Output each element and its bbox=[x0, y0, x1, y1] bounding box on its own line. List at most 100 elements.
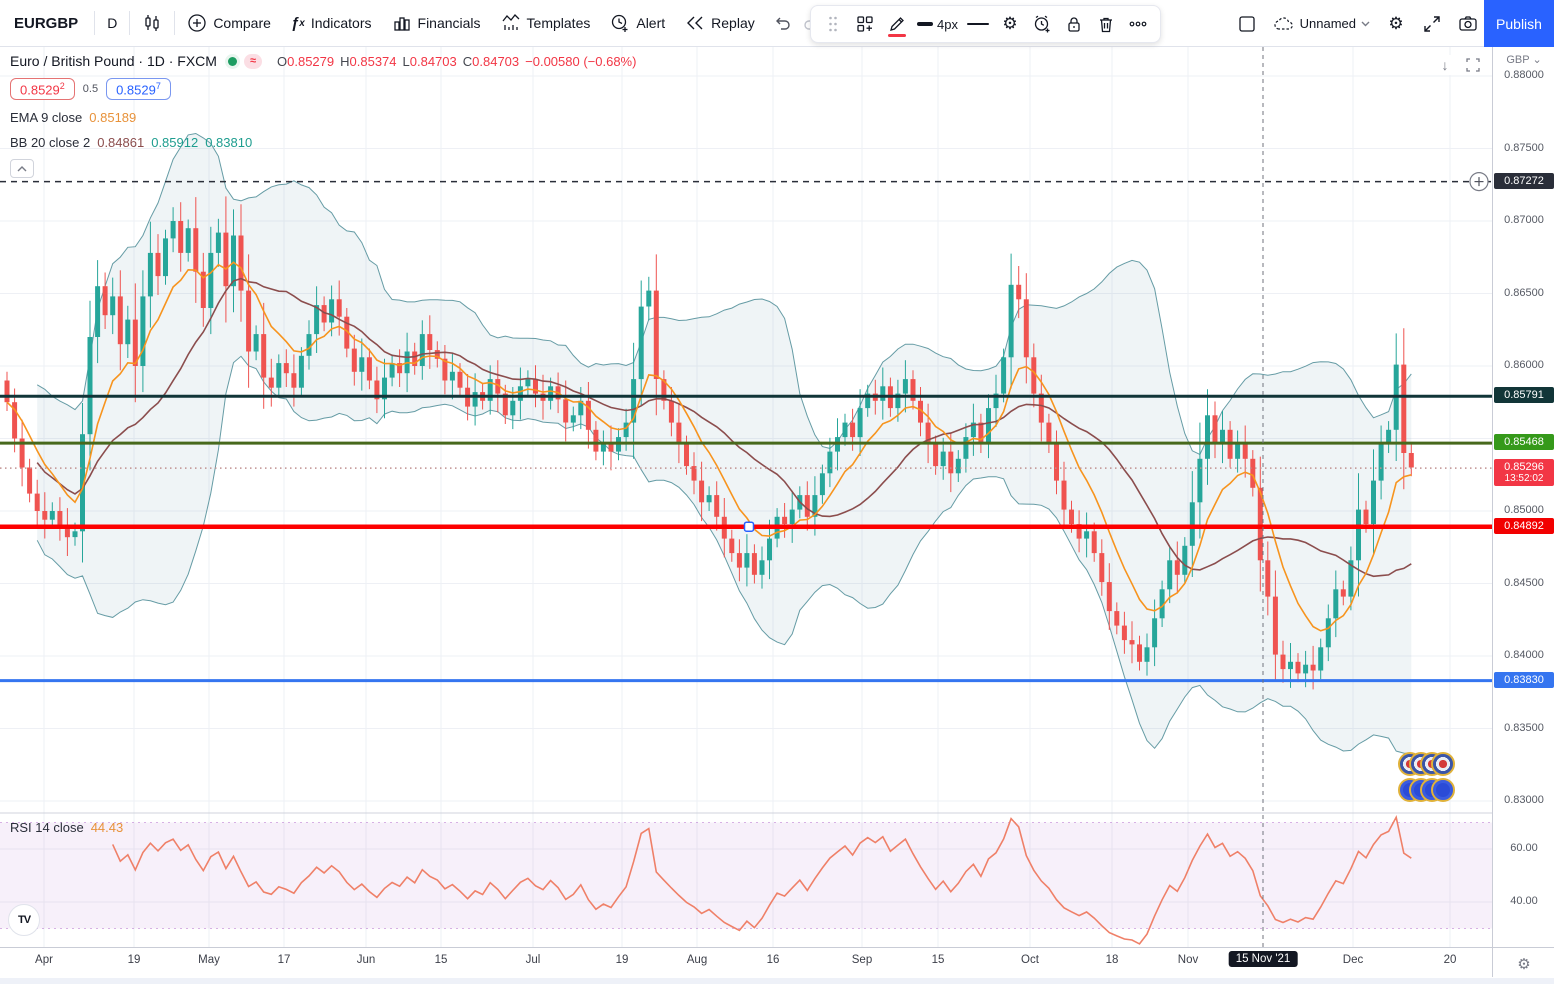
camera-icon bbox=[1458, 15, 1478, 32]
time-tick: 17 bbox=[277, 954, 291, 966]
price-tick: 0.87500 bbox=[1504, 142, 1544, 154]
time-tick: May bbox=[198, 954, 220, 966]
compare-plus-icon bbox=[187, 13, 207, 33]
chevron-down-icon bbox=[1361, 21, 1370, 27]
rsi-legend-label: RSI 14 close bbox=[10, 820, 84, 835]
layout-name-menu[interactable]: Unnamed bbox=[1267, 16, 1376, 32]
chart-canvas[interactable] bbox=[0, 47, 1492, 947]
publish-label: Publish bbox=[1496, 15, 1542, 32]
ema-legend[interactable]: EMA 9 close 0.85189 bbox=[10, 110, 636, 125]
price-level-label: 0.85468 bbox=[1494, 434, 1554, 450]
toolbar-divider bbox=[94, 11, 96, 35]
buy-price-button[interactable]: 0.85297 bbox=[106, 78, 171, 101]
price-axis[interactable]: GBP ⌄ 0.88000 0.87500 0.87000 0.86500 0.8600… bbox=[1492, 47, 1554, 977]
time-tick: Jul bbox=[525, 954, 541, 966]
replay-button[interactable]: Replay bbox=[675, 4, 765, 42]
gear-icon: ⚙ bbox=[1388, 13, 1404, 33]
approx-data-icon[interactable]: ≈ bbox=[243, 53, 262, 69]
price-tick: 0.84000 bbox=[1504, 649, 1544, 661]
rsi-legend[interactable]: RSI 14 close 44.43 bbox=[10, 820, 123, 835]
time-tick: Nov bbox=[1177, 954, 1199, 966]
draw-tool-button[interactable] bbox=[881, 8, 913, 40]
replay-icon bbox=[685, 13, 705, 33]
bb-legend-label: BB 20 close 2 bbox=[10, 135, 91, 151]
more-options-button[interactable] bbox=[1122, 8, 1154, 40]
time-axis[interactable]: Apr 19 May 17 Jun 15 Jul 19 Aug 16 Sep 15 Oct 18 Nov 15… bbox=[0, 947, 1492, 977]
compare-button[interactable]: Compare bbox=[177, 4, 281, 42]
alert-label: Alert bbox=[636, 15, 666, 31]
financials-button[interactable]: Financials bbox=[382, 4, 491, 42]
bb-legend[interactable]: BB 20 close 2 0.84861 0.85912 0.83810 bbox=[10, 135, 636, 150]
interval-button[interactable]: D bbox=[97, 4, 127, 42]
time-tick: Jun bbox=[356, 954, 376, 966]
price-level-label: 0.83830 bbox=[1494, 672, 1554, 688]
price-tick: 0.84500 bbox=[1504, 577, 1544, 589]
cloud-icon bbox=[1273, 16, 1295, 32]
axis-settings-gear-icon[interactable]: ⚙ bbox=[1517, 956, 1531, 973]
currency-selector[interactable]: GBP ⌄ bbox=[1506, 54, 1542, 66]
price-tick: 0.86500 bbox=[1504, 287, 1544, 299]
price-level-label: 0.84892 bbox=[1494, 518, 1554, 534]
price-tick: 0.83000 bbox=[1504, 794, 1544, 806]
add-layout-button[interactable] bbox=[849, 8, 881, 40]
alert-clock-icon bbox=[610, 13, 630, 33]
price-tick: 0.83500 bbox=[1504, 722, 1544, 734]
market-status-dot-icon[interactable] bbox=[227, 56, 237, 66]
chart-title[interactable]: Euro / British Pound · 1D · FXCM bbox=[10, 53, 217, 69]
lock-icon bbox=[1065, 15, 1083, 34]
fullscreen-button[interactable] bbox=[1416, 8, 1448, 40]
ema-legend-label: EMA 9 close bbox=[10, 110, 83, 126]
layout-select-button[interactable] bbox=[1231, 8, 1263, 40]
chart-pane[interactable]: Euro / British Pound · 1D · FXCM ≈ O0.85… bbox=[0, 47, 1492, 947]
ellipsis-icon bbox=[1129, 21, 1147, 27]
undo-button[interactable] bbox=[765, 4, 799, 42]
line-style-button[interactable] bbox=[962, 8, 994, 40]
templates-label: Templates bbox=[526, 15, 591, 31]
gear-icon: ⚙ bbox=[1002, 14, 1018, 33]
delete-drawing-button[interactable] bbox=[1090, 8, 1122, 40]
time-axis-divider bbox=[0, 947, 1554, 948]
time-tick: 15 bbox=[434, 954, 448, 966]
time-tick: 16 bbox=[766, 954, 780, 966]
snapshot-button[interactable] bbox=[1452, 8, 1484, 40]
maximize-pane-icon[interactable] bbox=[1462, 55, 1484, 75]
window-bottom-edge bbox=[0, 978, 1554, 984]
time-tick: 19 bbox=[615, 954, 629, 966]
scroll-down-icon[interactable]: ↓ bbox=[1434, 55, 1456, 75]
alert-button[interactable]: Alert bbox=[600, 4, 675, 42]
tradingview-logo[interactable]: TV bbox=[8, 904, 40, 936]
price-tick: 0.88000 bbox=[1504, 69, 1544, 81]
toolbar-drag-handle[interactable] bbox=[817, 8, 849, 40]
time-tick: 20 bbox=[1443, 954, 1457, 966]
chart-style-button[interactable] bbox=[132, 4, 172, 42]
drawing-toolbar: 4px ⚙ bbox=[810, 5, 1161, 43]
pane-controls: ↓ bbox=[1434, 55, 1484, 75]
layout-name-label: Unnamed bbox=[1299, 16, 1356, 31]
replay-label: Replay bbox=[711, 15, 755, 31]
pencil-icon bbox=[887, 14, 907, 34]
line-width-button[interactable]: 4px bbox=[913, 8, 962, 40]
sell-price-button[interactable]: 0.85292 bbox=[10, 78, 75, 101]
add-alert-on-drawing-button[interactable] bbox=[1026, 8, 1058, 40]
drawing-settings-button[interactable]: ⚙ bbox=[994, 8, 1026, 40]
toolbar-divider bbox=[129, 11, 131, 35]
time-tick: 15 bbox=[931, 954, 945, 966]
line-style-icon bbox=[966, 22, 989, 26]
symbol-button[interactable]: EURGBP bbox=[0, 4, 92, 42]
collapse-legend-button[interactable] bbox=[10, 159, 34, 179]
templates-button[interactable]: Templates bbox=[491, 4, 601, 42]
thick-line-icon bbox=[917, 20, 933, 28]
publish-button[interactable]: Publish bbox=[1484, 0, 1554, 47]
time-tick: 18 bbox=[1105, 954, 1119, 966]
chart-properties-button[interactable]: ⚙ bbox=[1380, 8, 1412, 40]
rsi-tick: 60.00 bbox=[1510, 842, 1538, 854]
indicators-label: Indicators bbox=[310, 15, 372, 31]
undo-icon bbox=[773, 14, 791, 32]
lock-drawing-button[interactable] bbox=[1058, 8, 1090, 40]
time-tick: Sep bbox=[851, 954, 873, 966]
price-level-label: 0.87272 bbox=[1494, 173, 1554, 189]
